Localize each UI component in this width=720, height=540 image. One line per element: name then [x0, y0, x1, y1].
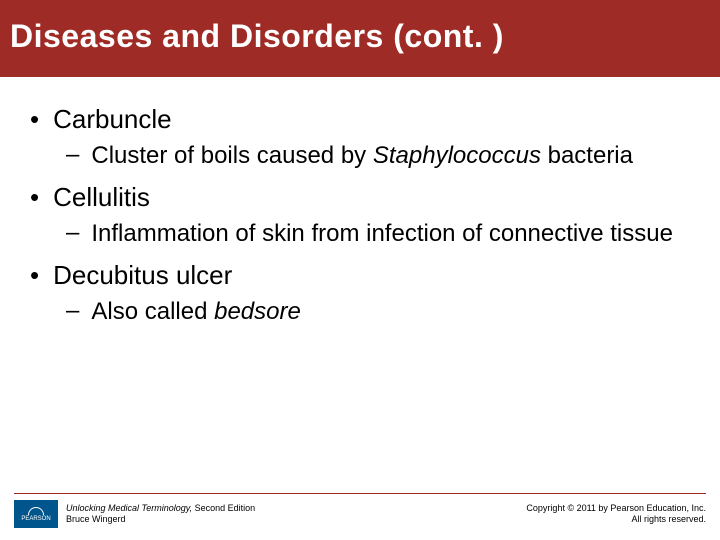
- bullet-dot-icon: •: [30, 105, 39, 134]
- book-title-italic: Unlocking Medical Terminology,: [66, 503, 192, 513]
- book-info: Unlocking Medical Terminology, Second Ed…: [66, 503, 255, 526]
- bullet-term: Carbuncle: [53, 105, 172, 135]
- bullet-desc: Cluster of boils caused by Staphylococcu…: [91, 141, 633, 171]
- book-author: Bruce Wingerd: [66, 514, 255, 525]
- bullet-dash-icon: –: [66, 297, 79, 326]
- logo-arc-icon: [28, 507, 44, 515]
- bullet-term: Cellulitis: [53, 183, 150, 213]
- desc-post: bacteria: [541, 142, 633, 169]
- desc-pre: Inflammation of skin from infection of c…: [91, 220, 673, 247]
- logo-text: PEARSON: [21, 516, 50, 522]
- pearson-logo-icon: PEARSON: [14, 500, 58, 528]
- bullet-level2: – Also called bedsore: [66, 297, 690, 327]
- bullet-dot-icon: •: [30, 261, 39, 290]
- footer: PEARSON Unlocking Medical Terminology, S…: [0, 493, 720, 540]
- bullet-level2: – Cluster of boils caused by Staphylococ…: [66, 141, 690, 171]
- footer-divider: [14, 493, 706, 495]
- bullet-level1: • Carbuncle: [30, 105, 690, 135]
- bullet-dash-icon: –: [66, 219, 79, 248]
- bullet-level1: • Decubitus ulcer: [30, 261, 690, 291]
- bullet-term: Decubitus ulcer: [53, 261, 232, 291]
- slide-title: Diseases and Disorders (cont. ): [10, 18, 710, 55]
- copyright-line1: Copyright © 2011 by Pearson Education, I…: [526, 503, 706, 514]
- footer-left: PEARSON Unlocking Medical Terminology, S…: [14, 500, 255, 528]
- book-edition: Second Edition: [192, 503, 255, 513]
- book-title-line: Unlocking Medical Terminology, Second Ed…: [66, 503, 255, 514]
- bullet-dash-icon: –: [66, 141, 79, 170]
- bullet-level1: • Cellulitis: [30, 183, 690, 213]
- copyright-line2: All rights reserved.: [526, 514, 706, 525]
- bullet-level2: – Inflammation of skin from infection of…: [66, 219, 690, 249]
- desc-pre: Cluster of boils caused by: [91, 142, 372, 169]
- footer-right: Copyright © 2011 by Pearson Education, I…: [526, 503, 706, 526]
- bullet-desc: Inflammation of skin from infection of c…: [91, 219, 673, 249]
- bullet-desc: Also called bedsore: [91, 297, 300, 327]
- desc-italic: bedsore: [214, 298, 301, 325]
- content-area: • Carbuncle – Cluster of boils caused by…: [0, 77, 720, 327]
- title-bar: Diseases and Disorders (cont. ): [0, 0, 720, 77]
- footer-row: PEARSON Unlocking Medical Terminology, S…: [14, 500, 706, 528]
- desc-pre: Also called: [91, 298, 214, 325]
- bullet-dot-icon: •: [30, 183, 39, 212]
- desc-italic: Staphylococcus: [373, 142, 541, 169]
